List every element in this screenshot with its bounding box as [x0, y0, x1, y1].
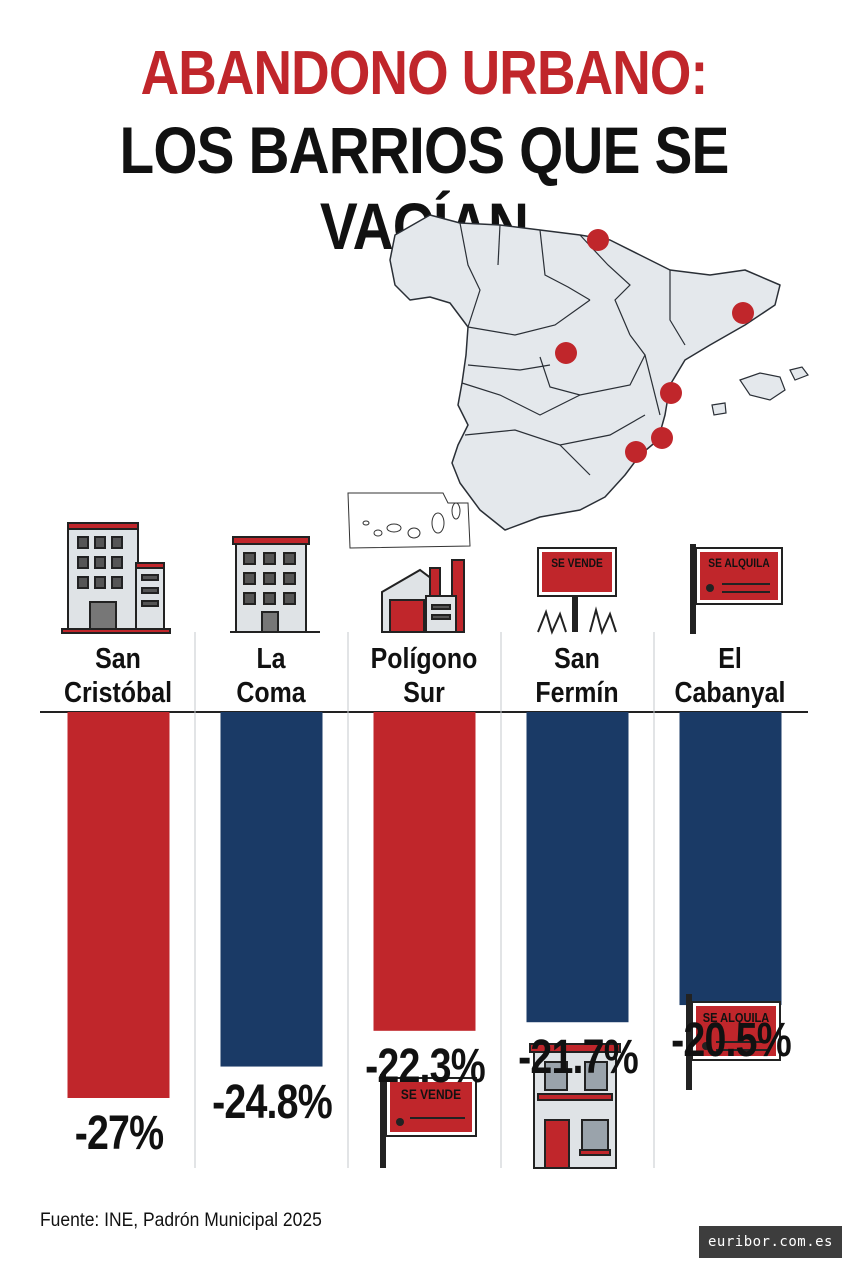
value-label: -27% [74, 1107, 163, 1160]
bar [220, 712, 323, 1067]
for-rent-sign-icon-lower [686, 994, 781, 1090]
category-label: La Coma [211, 642, 331, 710]
balearic-islands [711, 366, 809, 416]
bar [67, 712, 170, 1098]
city-marker [587, 229, 609, 251]
city-marker [555, 342, 577, 364]
abandoned-building-icon [529, 1043, 621, 1169]
for-rent-sign-icon [690, 544, 783, 634]
region-borders [459, 222, 686, 476]
category-label: Polígono Sur [364, 642, 484, 710]
city-marker [625, 441, 647, 463]
category-label-line: Coma [236, 677, 306, 709]
value-label: -22.3% [364, 1039, 486, 1093]
bar [526, 712, 629, 1023]
factory-icon [381, 559, 465, 633]
city-markers [555, 229, 754, 463]
category-label-line: Fermín [535, 677, 619, 709]
for-sale-sign-icon [537, 547, 617, 635]
for-sale-sign-icon-lower [380, 1074, 477, 1168]
source-note: Fuente: INE, Padrón Municipal 2025 [40, 1210, 322, 1231]
bar [373, 712, 476, 1031]
category-label-line: Cristóbal [63, 677, 173, 709]
bar [679, 712, 782, 1006]
value-label: -24.8% [211, 1075, 333, 1129]
sign-text-se-alquila: SE ALQUILA [708, 556, 770, 570]
damaged-building-icon [230, 536, 320, 633]
category-label: El Cabanyal [670, 642, 790, 710]
chart-title-line-1: ABANDONO URBANO: [140, 39, 709, 108]
category-label-line: Sur [403, 677, 445, 709]
value-label: -20.5% [670, 1014, 792, 1068]
brand-badge: euribor.com.es [699, 1226, 842, 1258]
city-marker [651, 427, 673, 449]
category-label-line: San [554, 643, 600, 675]
office-building-icon [61, 522, 171, 634]
category-label: San Cristóbal [58, 642, 178, 710]
category-label: San Fermín [517, 642, 637, 710]
category-label-line: La [256, 643, 286, 675]
category-icons [61, 522, 783, 1169]
sign-text-se-vende-lower: SE VENDE [400, 1086, 462, 1102]
category-label-line: Polígono [370, 643, 478, 675]
category-label-line: Cabanyal [674, 677, 786, 709]
city-marker [660, 382, 682, 404]
category-label-line: El [718, 643, 742, 675]
category-label-line: San [95, 643, 141, 675]
peninsula-shape [389, 214, 781, 531]
city-marker [732, 302, 754, 324]
bar-chart [40, 632, 808, 1168]
sign-text-se-alquila-lower: SE ALQUILA [702, 1010, 770, 1025]
value-label: -21.7% [517, 1031, 639, 1085]
spain-map [347, 214, 809, 549]
canary-islands-inset [347, 492, 471, 549]
sign-text-se-vende: SE VENDE [551, 556, 603, 570]
